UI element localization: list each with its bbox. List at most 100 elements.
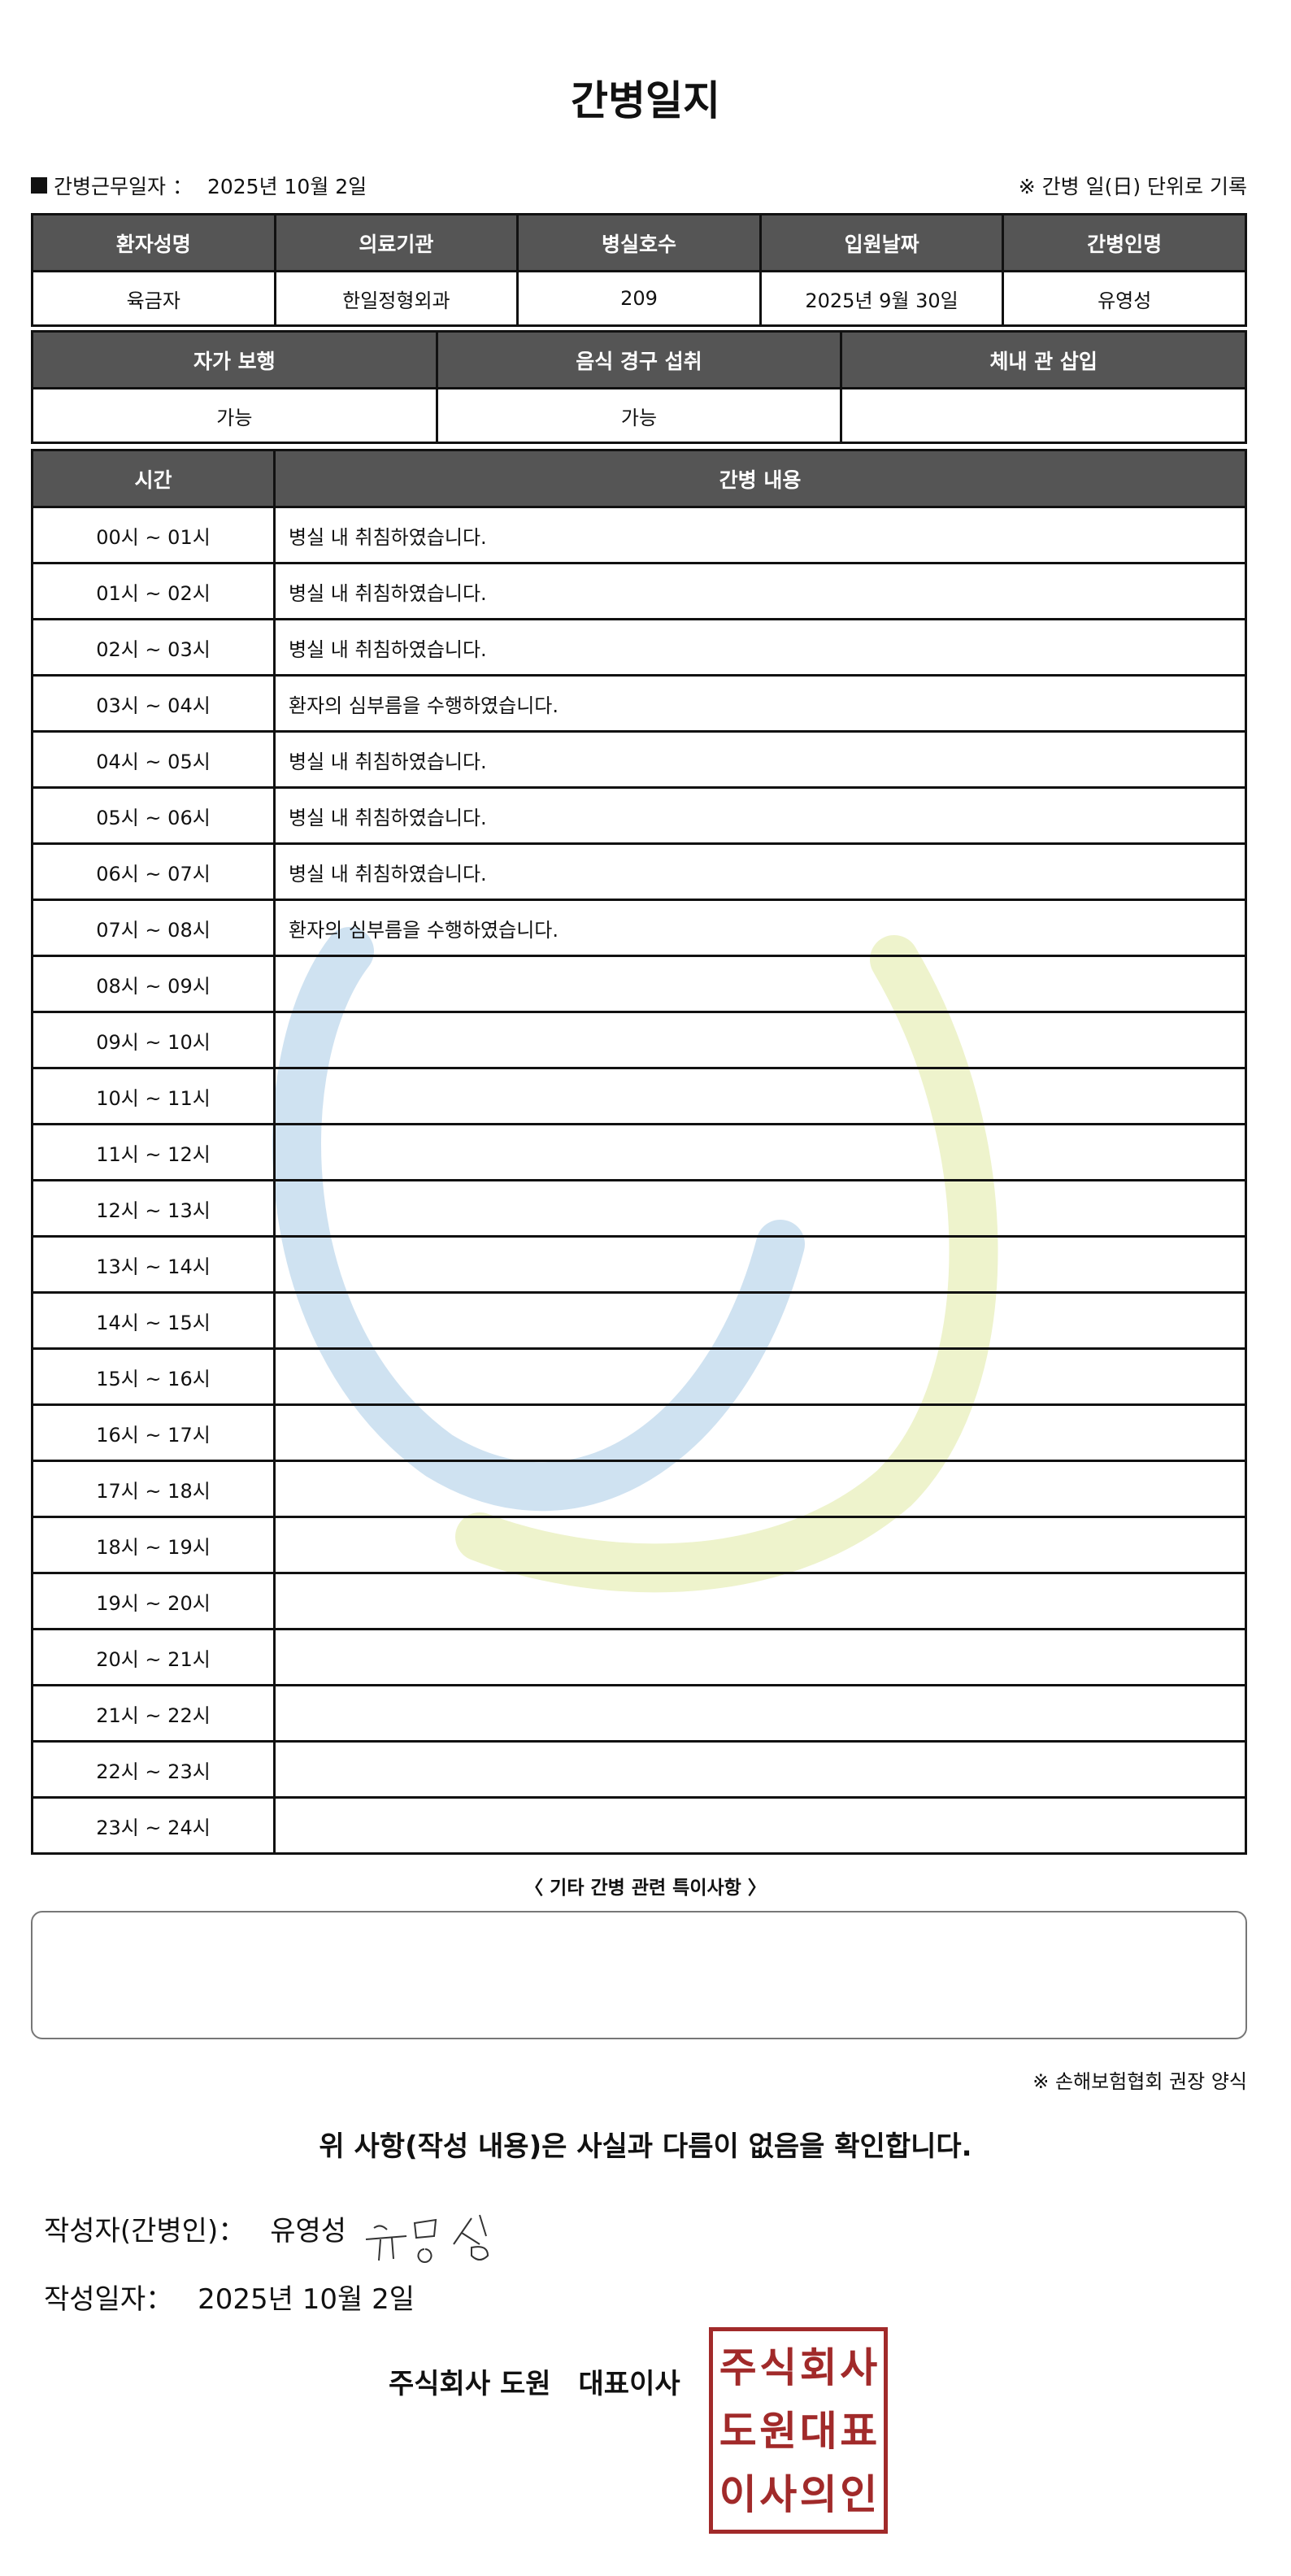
care-content: [273, 1403, 1247, 1462]
header-caregiver: 간병인명: [1002, 213, 1247, 272]
walking: 가능: [31, 387, 438, 444]
header-oral-intake: 음식 경구 섭취: [435, 330, 843, 389]
remarks-box: [31, 1911, 1247, 2039]
time-slot: 10시 ~ 11시: [31, 1067, 276, 1125]
caregiver: 유영성: [1002, 270, 1247, 327]
time-slot: 12시 ~ 13시: [31, 1179, 276, 1238]
work-date-value: 2025년 10월 2일: [206, 175, 367, 198]
status-table: 자가 보행 음식 경구 섭취 체내 관 삽입 가능 가능: [31, 330, 1247, 444]
time-slot: 05시 ~ 06시: [31, 786, 276, 845]
time-slot: 14시 ~ 15시: [31, 1291, 276, 1350]
company-name: 주식회사 도원: [389, 2368, 551, 2400]
table-row: 13시 ~ 14시: [31, 1235, 1247, 1294]
time-slot: 07시 ~ 08시: [31, 899, 276, 957]
care-content: [273, 1347, 1247, 1406]
record-note: ※ 간병 일(日) 단위로 기록: [1018, 175, 1247, 198]
hospital: 한일정형외과: [273, 270, 519, 327]
seal-char: 의: [799, 2471, 837, 2518]
header-admission-date: 입원날짜: [759, 213, 1005, 272]
table-row: 08시 ~ 09시: [31, 955, 1247, 1013]
care-content: [273, 1628, 1247, 1686]
seal-char: 이: [719, 2471, 757, 2518]
time-slot: 18시 ~ 19시: [31, 1516, 276, 1574]
seal-char: 표: [840, 2408, 878, 2455]
header-room: 병실호수: [516, 213, 762, 272]
time-slot: 00시 ~ 01시: [31, 506, 276, 564]
company-role: 대표이사: [578, 2368, 680, 2400]
table-row: 04시 ~ 05시 병실 내 취침하였습니다.: [31, 730, 1247, 789]
header-patient-name: 환자성명: [31, 213, 276, 272]
care-content: [273, 1123, 1247, 1181]
seal-char: 사: [840, 2344, 878, 2391]
company-signature: 주식회사 도원 대표이사: [389, 2361, 680, 2401]
time-slot: 17시 ~ 18시: [31, 1460, 276, 1518]
care-content: [273, 1684, 1247, 1743]
seal-char: 대: [799, 2408, 837, 2455]
care-content: 병실 내 취침하였습니다.: [273, 562, 1247, 620]
care-content: [273, 1796, 1247, 1855]
table-row: 12시 ~ 13시: [31, 1179, 1247, 1238]
form-note: ※ 손해보험협회 권장 양식: [1032, 2070, 1247, 2093]
care-content: [273, 1011, 1247, 1069]
time-slot: 13시 ~ 14시: [31, 1235, 276, 1294]
confirmation-statement: 위 사항(작성 내용)은 사실과 다름이 없음을 확인합니다.: [319, 2130, 972, 2163]
time-slot: 01시 ~ 02시: [31, 562, 276, 620]
care-content: [273, 955, 1247, 1013]
care-content: [273, 1460, 1247, 1518]
care-content: [273, 1572, 1247, 1630]
time-slot: 16시 ~ 17시: [31, 1403, 276, 1462]
seal-char: 회: [799, 2344, 837, 2391]
header-hospital: 의료기관: [273, 213, 519, 272]
time-slot: 09시 ~ 10시: [31, 1011, 276, 1069]
care-content: [273, 1235, 1247, 1294]
care-content: 병실 내 취침하였습니다.: [273, 506, 1247, 564]
table-row: 19시 ~ 20시: [31, 1572, 1247, 1630]
table-row: 17시 ~ 18시: [31, 1460, 1247, 1518]
table-row: 10시 ~ 11시: [31, 1067, 1247, 1125]
patient-name: 육금자: [31, 270, 276, 327]
care-content: 환자의 심부름을 수행하였습니다.: [273, 674, 1247, 733]
seal-char: 주: [719, 2344, 757, 2391]
time-slot: 11시 ~ 12시: [31, 1123, 276, 1181]
time-slot: 21시 ~ 22시: [31, 1684, 276, 1743]
care-content: 병실 내 취침하였습니다.: [273, 786, 1247, 845]
work-date: 간병근무일자 ： 2025년 10월 2일: [31, 171, 367, 200]
time-slot: 20시 ~ 21시: [31, 1628, 276, 1686]
page-title: 간병일지: [571, 77, 720, 124]
care-content: 병실 내 취침하였습니다.: [273, 842, 1247, 901]
signature: [365, 2214, 489, 2263]
time-slot: 06시 ~ 07시: [31, 842, 276, 901]
table-row: 23시 ~ 24시: [31, 1796, 1247, 1855]
seal-char: 사: [759, 2471, 798, 2518]
care-content: [273, 1067, 1247, 1125]
square-bullet-icon: [31, 177, 47, 194]
care-content: [273, 1179, 1247, 1238]
seal-char: 인: [840, 2471, 878, 2518]
remarks-title: 〈 기타 간병 관련 특이사항 〉: [524, 1878, 767, 1899]
oral-intake: 가능: [435, 387, 843, 444]
table-row: 06시 ~ 07시 병실 내 취침하였습니다.: [31, 842, 1247, 901]
header-tube: 체내 관 삽입: [840, 330, 1247, 389]
time-slot: 02시 ~ 03시: [31, 618, 276, 677]
table-row: 02시 ~ 03시 병실 내 취침하였습니다.: [31, 618, 1247, 677]
writer-label: 작성자(간병인)：: [44, 2215, 246, 2247]
table-row: 03시 ~ 04시 환자의 심부름을 수행하였습니다.: [31, 674, 1247, 733]
care-content: [273, 1740, 1247, 1799]
care-content: 병실 내 취침하였습니다.: [273, 730, 1247, 789]
header-care-content: 간병 내용: [273, 449, 1247, 508]
writer-name: 유영성: [270, 2215, 347, 2247]
time-slot: 23시 ~ 24시: [31, 1796, 276, 1855]
header-time: 시간: [31, 449, 276, 508]
table-row: 11시 ~ 12시: [31, 1123, 1247, 1181]
header-walking: 자가 보행: [31, 330, 438, 389]
table-row: 14시 ~ 15시: [31, 1291, 1247, 1350]
work-date-label: 간병근무일자 ：: [54, 175, 193, 198]
seal-char: 식: [759, 2344, 798, 2391]
table-row: 20시 ~ 21시: [31, 1628, 1247, 1686]
table-row: 00시 ~ 01시 병실 내 취침하였습니다.: [31, 506, 1247, 564]
writer: 작성자(간병인)： 유영성: [44, 2208, 346, 2248]
admission-date: 2025년 9월 30일: [759, 270, 1005, 327]
time-slot: 15시 ~ 16시: [31, 1347, 276, 1406]
table-row: 21시 ~ 22시: [31, 1684, 1247, 1743]
